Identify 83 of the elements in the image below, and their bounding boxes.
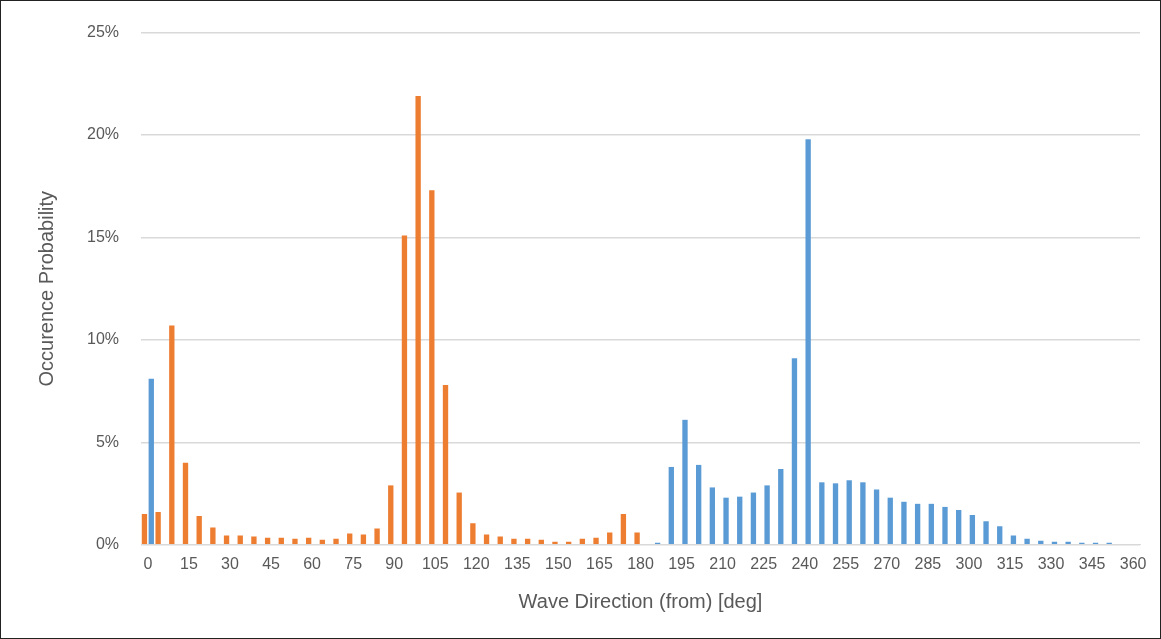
- bar: [819, 482, 825, 545]
- x-tick-label: 285: [914, 554, 942, 572]
- bar: [511, 538, 517, 545]
- bar: [682, 419, 688, 545]
- bar: [696, 464, 702, 545]
- bar: [969, 515, 976, 545]
- x-tick-label: 150: [545, 554, 572, 572]
- x-tick-label: 105: [421, 554, 449, 572]
- x-tick-label: 225: [750, 554, 778, 572]
- x-tick-label: 30: [221, 554, 239, 572]
- x-tick-label: 180: [627, 554, 654, 572]
- y-tick-label: 15%: [86, 227, 120, 245]
- bar: [388, 485, 394, 545]
- x-tick-label: 135: [504, 554, 531, 572]
- bar: [401, 235, 408, 545]
- bar: [333, 538, 339, 545]
- x-tick-label: 120: [462, 554, 490, 572]
- bar: [251, 536, 257, 545]
- bar: [750, 492, 757, 545]
- x-tick-label: 195: [668, 554, 696, 572]
- bar: [456, 492, 462, 545]
- bar: [873, 489, 880, 545]
- x-tick-label: 300: [955, 554, 983, 572]
- bar: [928, 503, 934, 545]
- bar: [1024, 538, 1030, 545]
- bar: [141, 514, 148, 545]
- bar: [182, 462, 189, 545]
- bar: [832, 483, 839, 545]
- bar: [148, 378, 154, 545]
- x-tick-label: 0: [143, 554, 153, 572]
- bar: [593, 537, 599, 545]
- bar: [942, 506, 948, 545]
- y-tick-label: 10%: [86, 330, 120, 348]
- x-tick-label: 255: [832, 554, 860, 572]
- bar: [169, 325, 175, 545]
- x-tick-label: 45: [262, 554, 281, 572]
- bar: [901, 501, 907, 545]
- y-tick-label: 0%: [95, 535, 120, 553]
- bar: [634, 532, 640, 545]
- bar: [155, 512, 161, 545]
- bar: [956, 509, 962, 545]
- bar: [668, 466, 674, 545]
- bar: [442, 384, 449, 545]
- bar: [887, 497, 893, 545]
- bar: [846, 480, 852, 545]
- bar: [860, 482, 866, 545]
- bar: [292, 538, 298, 545]
- bar: [620, 514, 627, 545]
- bar: [778, 468, 784, 545]
- bar: [791, 358, 798, 545]
- bar: [374, 528, 380, 545]
- y-axis-title: Occurence Probability: [34, 190, 57, 387]
- bar: [997, 526, 1003, 545]
- x-tick-label: 330: [1037, 554, 1065, 572]
- x-tick-label: 15: [180, 554, 198, 572]
- bar: [764, 485, 770, 545]
- bar: [415, 96, 421, 545]
- x-axis-title: Wave Direction (from) [deg]: [518, 589, 763, 612]
- x-tick-label: 90: [385, 554, 404, 572]
- bar: [723, 497, 729, 545]
- x-tick-label: 270: [873, 554, 901, 572]
- bar: [210, 527, 216, 545]
- bar: [470, 523, 476, 545]
- bar: [1065, 541, 1071, 545]
- y-tick-label: 20%: [86, 125, 120, 143]
- bar: [805, 139, 811, 545]
- bar: [983, 521, 989, 545]
- x-tick-label: 240: [791, 554, 819, 572]
- bar: [737, 496, 743, 545]
- bar: [914, 503, 921, 545]
- y-tick-label: 5%: [95, 432, 120, 450]
- bar: [196, 516, 202, 545]
- x-tick-label: 210: [709, 554, 737, 572]
- x-tick-label: 75: [344, 554, 363, 572]
- x-tick-label: 360: [1119, 554, 1147, 572]
- x-tick-label: 165: [586, 554, 613, 572]
- bar: [709, 487, 716, 545]
- bar: [552, 541, 558, 545]
- y-tick-label: 25%: [86, 23, 120, 41]
- x-tick-label: 315: [996, 554, 1024, 572]
- x-tick-label: 60: [303, 554, 322, 572]
- bar: [429, 190, 435, 545]
- x-tick-label: 345: [1078, 554, 1106, 572]
